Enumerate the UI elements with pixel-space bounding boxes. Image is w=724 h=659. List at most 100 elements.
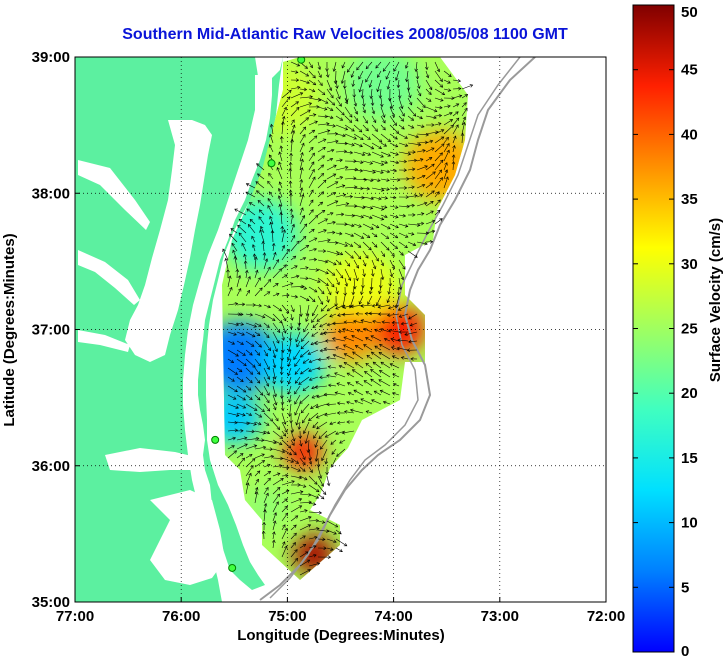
arrow-head xyxy=(372,170,376,174)
velocity-arrow xyxy=(238,232,247,243)
velocity-arrow xyxy=(434,159,444,171)
arrow-head xyxy=(439,177,443,181)
velocity-arrow xyxy=(290,475,302,479)
velocity-arrow xyxy=(371,169,384,174)
arrow-head xyxy=(324,412,328,417)
velocity-arrow xyxy=(259,229,265,243)
arrow-head xyxy=(372,265,377,270)
velocity-arrow xyxy=(272,493,280,504)
velocity-arrow xyxy=(371,133,383,143)
velocity-arrow xyxy=(376,295,382,306)
arrow-head xyxy=(316,105,320,109)
velocity-arrow xyxy=(353,106,358,115)
velocity-arrow xyxy=(270,124,274,135)
arrow-head xyxy=(410,357,414,361)
velocity-arrow xyxy=(344,115,352,123)
arrow-head xyxy=(337,95,341,100)
arrow-head xyxy=(332,173,337,177)
velocity-arrow xyxy=(425,182,433,189)
arrow-head xyxy=(339,117,344,121)
velocity-arrow xyxy=(415,61,418,72)
arrow-head xyxy=(275,501,279,505)
arrow-head xyxy=(269,133,273,138)
velocity-arrow xyxy=(387,295,391,303)
velocity-arrow xyxy=(317,179,327,189)
arrow-head xyxy=(273,402,278,406)
arrow-head xyxy=(406,204,410,209)
velocity-arrow xyxy=(272,439,283,445)
arrow-head xyxy=(275,283,279,287)
arrow-head xyxy=(380,217,385,221)
arrow-head xyxy=(337,313,341,317)
arrow-head xyxy=(229,286,233,291)
arrow-head xyxy=(433,108,438,113)
arrow-head xyxy=(425,231,430,236)
arrow-head xyxy=(278,151,282,155)
chesapeake-bay xyxy=(125,120,212,362)
arrow-head xyxy=(321,457,325,462)
velocity-arrow xyxy=(326,357,337,360)
velocity-arrow xyxy=(321,304,328,312)
arrow-head xyxy=(293,524,297,529)
arrow-head xyxy=(440,159,444,164)
velocity-arrow xyxy=(324,348,337,351)
arrow-head xyxy=(342,327,346,332)
velocity-arrow xyxy=(392,355,400,360)
velocity-arrow xyxy=(326,88,334,99)
arrow-head xyxy=(338,103,342,107)
arrow-head xyxy=(379,343,383,348)
velocity-arrow xyxy=(234,256,238,270)
arrow-head xyxy=(412,242,417,247)
velocity-arrow xyxy=(290,448,297,455)
arrow-head xyxy=(256,470,261,474)
arrow-head xyxy=(316,562,321,566)
arrow-head xyxy=(315,415,320,419)
velocity-arrow xyxy=(389,259,395,270)
arrow-head xyxy=(397,95,402,99)
velocity-arrow xyxy=(389,169,397,172)
arrow-head xyxy=(445,176,449,180)
arrow-head xyxy=(287,413,292,417)
arrow-head xyxy=(370,196,375,201)
velocity-arrow xyxy=(370,88,373,99)
velocity-arrow xyxy=(407,88,411,98)
velocity-arrow xyxy=(308,176,316,189)
arrow-head xyxy=(304,440,309,444)
velocity-arrow xyxy=(308,88,315,92)
arrow-head xyxy=(282,541,286,545)
velocity-arrow xyxy=(278,188,283,198)
velocity-arrow xyxy=(308,563,320,567)
velocity-arrow xyxy=(410,322,418,326)
velocity-arrow xyxy=(308,268,319,271)
velocity-arrow xyxy=(227,275,231,288)
velocity-arrow xyxy=(398,250,404,256)
velocity-arrow xyxy=(290,224,295,234)
velocity-arrow xyxy=(425,210,434,216)
velocity-arrow xyxy=(267,198,274,207)
arrow-head xyxy=(406,348,411,353)
arrow-head xyxy=(377,74,381,78)
velocity-arrow xyxy=(353,196,365,199)
velocity-arrow xyxy=(344,353,355,360)
velocity-arrow xyxy=(317,529,329,532)
velocity-arrow xyxy=(335,250,343,256)
arrow-head xyxy=(310,189,314,193)
arrow-head xyxy=(424,66,429,71)
arrow-head xyxy=(231,378,235,382)
velocity-arrow xyxy=(281,331,285,341)
velocity-arrow xyxy=(374,390,382,396)
velocity-arrow xyxy=(262,241,265,252)
arrow-head xyxy=(249,371,254,375)
arrow-head xyxy=(328,87,333,92)
arrow-head xyxy=(276,486,281,491)
velocity-arrow xyxy=(245,394,253,400)
velocity-arrow xyxy=(299,167,303,180)
velocity-arrow xyxy=(374,345,382,351)
velocity-arrow xyxy=(362,97,365,107)
arrow-head xyxy=(391,113,395,118)
arrow-head xyxy=(242,389,247,393)
velocity-arrow xyxy=(461,116,466,126)
arrow-head xyxy=(266,366,270,371)
arrow-head xyxy=(384,214,388,219)
velocity-arrow xyxy=(308,457,312,465)
